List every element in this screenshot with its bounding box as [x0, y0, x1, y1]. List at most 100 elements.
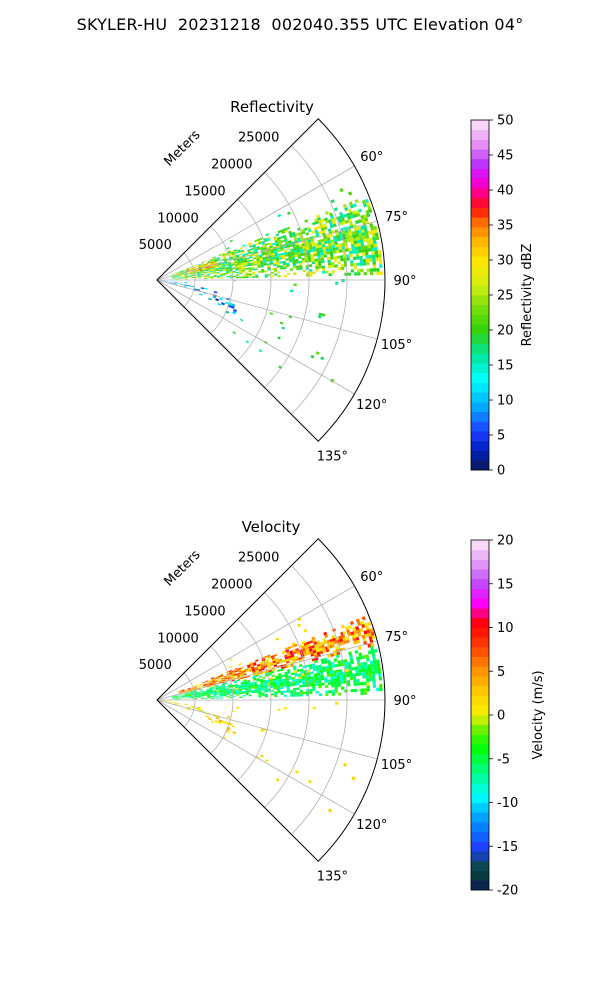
echo-gate	[184, 273, 188, 275]
echo-gate	[187, 694, 192, 696]
echo-gate	[309, 640, 314, 644]
echo-gate	[271, 674, 276, 677]
echo-gate	[175, 275, 179, 277]
echo-gate	[325, 246, 329, 250]
echo-gate	[305, 664, 310, 668]
echo-gate	[280, 228, 285, 232]
echo-gate	[279, 246, 284, 250]
echo-gate	[241, 253, 246, 256]
echo-gate	[355, 672, 360, 677]
echo-gate	[184, 273, 188, 275]
echo-gate	[361, 616, 366, 621]
echo-gate	[254, 691, 259, 693]
echo-gate	[175, 699, 179, 700]
echo-gate	[254, 668, 259, 671]
echo-gate	[187, 692, 191, 694]
echo-gate	[242, 276, 246, 279]
echo-gate	[363, 228, 368, 233]
echo-gate	[229, 277, 233, 279]
echo-gate	[369, 237, 373, 242]
echo-gate	[339, 638, 344, 643]
colorbar-tick-label: 0	[497, 464, 505, 479]
echo-gate	[320, 356, 325, 361]
echo-gate	[355, 618, 360, 623]
echo-gate	[350, 263, 354, 267]
colorbar-segment	[471, 353, 489, 364]
echo-gate	[234, 265, 239, 268]
echo-gate	[312, 686, 316, 689]
echo-gate	[349, 238, 354, 242]
echo-gate	[264, 655, 268, 659]
echo-gate	[198, 263, 202, 266]
echo-gate	[284, 229, 289, 233]
echo-gate	[218, 264, 222, 266]
echo-gate	[330, 641, 334, 646]
echo-gate	[191, 695, 195, 697]
echo-gate	[278, 253, 282, 256]
colorbar-segment	[471, 265, 489, 276]
echo-gate	[181, 696, 185, 698]
echo-gate	[323, 238, 328, 242]
echo-gate	[215, 680, 219, 683]
echo-gate	[363, 691, 367, 695]
echo-gate	[178, 690, 182, 693]
echo-gate	[175, 697, 179, 699]
echo-gate	[200, 696, 205, 698]
echo-gate	[190, 705, 195, 708]
echo-gate	[250, 685, 255, 688]
echo-gate	[215, 688, 220, 691]
echo-gate	[226, 691, 230, 693]
echo-gate	[287, 251, 291, 255]
echo-gate	[229, 658, 233, 662]
echo-gate	[206, 271, 210, 273]
echo-gate	[197, 272, 201, 274]
echo-gate	[242, 690, 246, 693]
echo-gate	[207, 274, 211, 276]
echo-gate	[275, 233, 280, 237]
colorbar-segment	[471, 792, 489, 803]
echo-gate	[253, 681, 257, 684]
echo-gate	[370, 229, 375, 234]
echo-gate	[360, 225, 365, 230]
echo-gate	[326, 237, 331, 241]
echo-gate	[215, 684, 219, 687]
echo-gate	[288, 259, 293, 263]
echo-gate	[379, 687, 383, 692]
echo-gate	[297, 251, 301, 255]
echo-gate	[335, 281, 339, 285]
echo-gate	[209, 690, 214, 692]
echo-gate	[163, 700, 168, 702]
echo-gate	[257, 686, 261, 688]
echo-gate	[329, 248, 333, 252]
echo-gate	[372, 684, 377, 688]
echo-gate	[216, 259, 221, 261]
echo-gate	[298, 657, 302, 661]
echo-gate	[377, 250, 382, 254]
echo-gate	[361, 252, 366, 256]
echo-gate	[175, 277, 179, 278]
echo-gate	[249, 256, 253, 259]
echo-gate	[337, 215, 341, 220]
echo-gate	[307, 674, 311, 678]
echo-gate	[251, 271, 255, 274]
echo-gate	[239, 258, 244, 261]
echo-gate	[252, 677, 257, 680]
echo-gate	[299, 644, 304, 648]
echo-gate	[369, 223, 374, 228]
echo-gate	[273, 238, 278, 241]
echo-gate	[181, 697, 185, 699]
echo-gate	[214, 676, 218, 679]
echo-gate	[261, 242, 266, 245]
echo-gate	[261, 269, 265, 272]
echo-gate	[240, 262, 245, 265]
echo-gate	[302, 648, 306, 652]
echo-gate	[373, 268, 377, 272]
echo-gate	[376, 268, 380, 272]
echo-gate	[256, 258, 260, 261]
echo-gate	[249, 259, 254, 262]
echo-gate	[241, 269, 246, 272]
echo-gate	[180, 271, 184, 273]
echo-gate	[305, 232, 310, 236]
echo-gate	[236, 259, 241, 262]
colorbar-segment	[471, 763, 489, 774]
